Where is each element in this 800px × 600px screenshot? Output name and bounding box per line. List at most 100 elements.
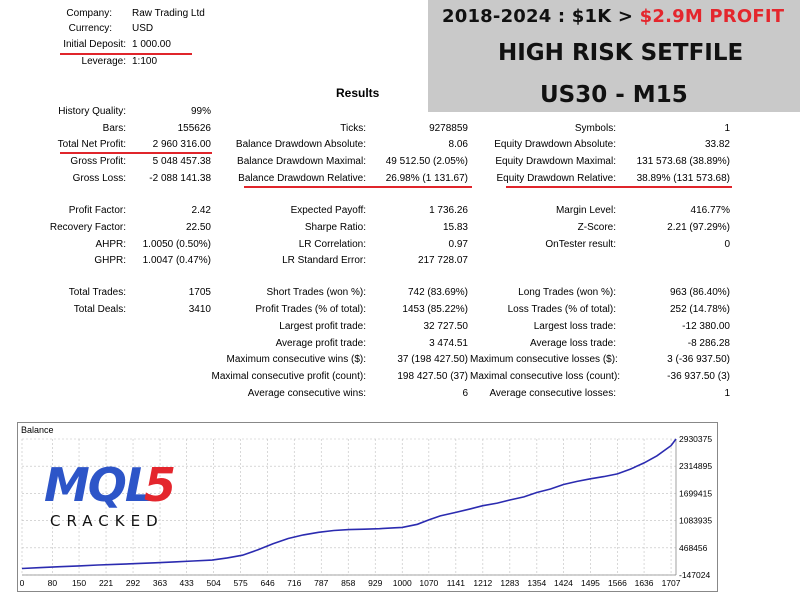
ahpr-value: 1.0050 (0.50%) [142,239,211,250]
x-tick-label: 1636 [635,578,654,588]
leverage-label: Leverage: [81,56,126,67]
max-consec-wins-value: 37 (198 427.50) [397,354,468,365]
history-quality-label: History Quality: [58,106,126,117]
x-tick-label: 504 [207,578,221,588]
avg-consec-losses-label: Average consecutive losses: [489,388,616,399]
x-tick-label: 1212 [473,578,492,588]
ahpr-label: AHPR: [95,239,126,250]
total-deals-label: Total Deals: [73,304,126,315]
sharpe-ratio-value: 15.83 [442,222,468,233]
avg-consec-wins-label: Average consecutive wins: [247,388,366,399]
avg-loss-value: -8 286.28 [687,338,730,349]
z-score-label: Z-Score: [577,222,616,233]
x-tick-label: 1424 [554,578,573,588]
profit-factor-label: Profit Factor: [68,205,126,216]
total-net-profit-label: Total Net Profit: [57,139,126,150]
promo-banner: 2018-2024 : $1K > $2.9M PROFIT HIGH RISK… [428,0,800,112]
ghpr-value: 1.0047 (0.47%) [142,255,211,266]
ticks-label: Ticks: [340,123,366,134]
company-value: Raw Trading Ltd [132,8,205,19]
sharpe-ratio-label: Sharpe Ratio: [304,222,366,233]
max-consec-losses-value: 3 (-36 937.50) [667,354,730,365]
gross-loss-value: -2 088 141.38 [149,173,211,184]
balance-dd-abs-value: 8.06 [448,139,468,150]
x-tick-label: 1495 [581,578,600,588]
symbols-value: 1 [724,123,730,134]
banner-profit: $2.9M PROFIT [639,6,785,27]
banner-headline: 2018-2024 : $1K > $2.9M PROFIT [442,6,784,27]
y-tick-label: 1699415 [679,488,712,498]
chart-title: Balance [21,425,54,435]
x-tick-label: 1566 [608,578,627,588]
x-tick-label: 1000 [393,578,412,588]
ontester-label: OnTester result: [545,239,616,250]
y-tick-label: 2314895 [679,461,712,471]
company-label: Company: [66,8,112,19]
x-tick-label: 150 [72,578,86,588]
margin-level-label: Margin Level: [555,205,616,216]
x-tick-label: 575 [234,578,248,588]
symbols-label: Symbols: [574,123,616,134]
x-tick-label: 716 [287,578,301,588]
total-trades-label: Total Trades: [68,287,126,298]
expected-payoff-value: 1 736.26 [429,205,468,216]
avg-profit-label: Average profit trade: [275,338,366,349]
mql5-cracked-logo: MQL 5 CRACKED [44,458,184,534]
profit-trades-label: Profit Trades (% of total): [255,304,366,315]
x-tick-label: 0 [20,578,25,588]
profit-factor-value: 2.42 [191,205,211,216]
x-tick-label: 363 [153,578,167,588]
x-tick-label: 1707 [662,578,681,588]
loss-trades-value: 252 (14.78%) [669,304,730,315]
results-title: Results [336,86,380,100]
x-tick-label: 292 [126,578,140,588]
initial-deposit-label: Initial Deposit: [63,39,126,50]
ontester-value: 0 [724,239,730,250]
y-tick-label: 1083935 [679,516,712,526]
balance-series-line [21,438,677,570]
short-trades-value: 742 (83.69%) [407,287,468,298]
ghpr-label: GHPR: [94,255,126,266]
gross-profit-label: Gross Profit: [70,156,126,167]
avg-consec-wins-value: 6 [462,388,468,399]
logo-mql-text: MQL [44,458,154,512]
largest-loss-label: Largest loss trade: [533,321,616,332]
x-tick-label: 1283 [500,578,519,588]
balance-dd-abs-label: Balance Drawdown Absolute: [235,139,366,150]
long-trades-value: 963 (86.40%) [669,287,730,298]
equity-dd-abs-label: Equity Drawdown Absolute: [494,139,616,150]
largest-profit-value: 32 727.50 [423,321,469,332]
recovery-factor-label: Recovery Factor: [49,222,126,233]
x-tick-label: 787 [314,578,328,588]
balance-chart-svg: 2930375 2314895 1699415 1083935 468456 -14702… [20,434,713,588]
total-trades-value: 1705 [188,287,211,298]
equity-dd-rel-value: 38.89% (131 573.68) [636,173,730,184]
y-tick-label: 468456 [679,543,708,553]
currency-value: USD [132,23,154,34]
x-tick-label: 433 [180,578,194,588]
total-deals-value: 3410 [188,304,211,315]
avg-consec-losses-value: 1 [724,388,730,399]
long-trades-label: Long Trades (won %): [518,287,616,298]
avg-loss-label: Average loss trade: [530,338,616,349]
banner-setfile: HIGH RISK SETFILE [498,40,744,66]
equity-dd-abs-value: 33.82 [704,139,730,150]
max-consec-losses-label: Maximum consecutive losses ($): [470,354,618,365]
loss-trades-label: Loss Trades (% of total): [507,304,616,315]
equity-dd-max-value: 131 573.68 (38.89%) [636,156,730,167]
largest-profit-label: Largest profit trade: [279,321,366,332]
balance-chart: 2930375 2314895 1699415 1083935 468456 -14702… [17,422,718,592]
z-score-value: 2.21 (97.29%) [667,222,730,233]
leverage-value: 1:100 [132,56,158,67]
short-trades-label: Short Trades (won %): [266,287,366,298]
maximal-consec-profit-value: 198 427.50 (37) [397,371,468,382]
lr-correlation-value: 0.97 [448,239,468,250]
maximal-consec-profit-label: Maximal consecutive profit (count): [211,371,366,382]
lr-std-error-value: 217 728.07 [417,255,468,266]
balance-dd-max-label: Balance Drawdown Maximal: [237,156,366,167]
y-tick-label: 2930375 [679,434,712,444]
initial-deposit-value: 1 000.00 [132,39,171,50]
logo-cracked-text: CRACKED [50,512,164,530]
expected-payoff-label: Expected Payoff: [290,205,366,216]
deposit-underline [60,53,192,55]
